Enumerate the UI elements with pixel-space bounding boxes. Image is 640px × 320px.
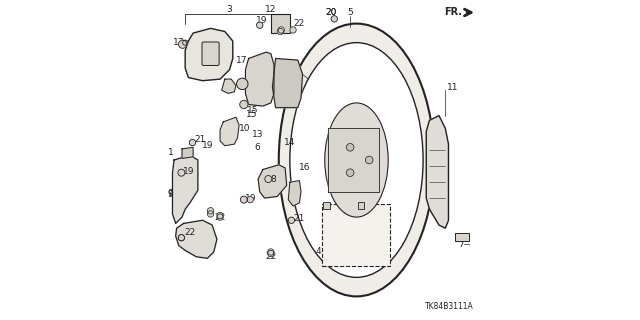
Text: 22: 22 — [265, 252, 276, 261]
Text: H: H — [207, 49, 214, 59]
Circle shape — [178, 169, 185, 176]
Circle shape — [346, 169, 354, 177]
Polygon shape — [185, 28, 233, 81]
Text: 21: 21 — [293, 214, 305, 223]
Circle shape — [189, 140, 196, 146]
Text: 16: 16 — [300, 164, 311, 172]
Circle shape — [268, 249, 274, 255]
Text: 1: 1 — [168, 148, 173, 156]
Text: 20: 20 — [325, 8, 337, 17]
Text: 20: 20 — [325, 8, 337, 17]
Circle shape — [217, 214, 223, 220]
Text: 15: 15 — [246, 109, 258, 118]
Text: 19: 19 — [202, 141, 213, 150]
Text: 17: 17 — [236, 56, 248, 65]
Circle shape — [207, 208, 214, 214]
Circle shape — [241, 196, 247, 203]
Circle shape — [288, 217, 294, 223]
Circle shape — [278, 27, 284, 33]
Circle shape — [178, 235, 184, 241]
FancyBboxPatch shape — [321, 204, 390, 266]
Polygon shape — [426, 116, 449, 228]
Circle shape — [247, 196, 253, 203]
Circle shape — [207, 211, 214, 217]
Text: 7: 7 — [459, 240, 465, 249]
Text: 6: 6 — [254, 143, 260, 152]
Polygon shape — [328, 128, 379, 192]
Circle shape — [217, 212, 223, 219]
Circle shape — [237, 78, 248, 90]
Ellipse shape — [324, 103, 388, 217]
Circle shape — [268, 251, 274, 257]
Text: 18: 18 — [246, 70, 257, 79]
Circle shape — [182, 40, 188, 45]
Text: 5: 5 — [348, 8, 353, 17]
Text: 22: 22 — [275, 21, 286, 30]
FancyBboxPatch shape — [455, 233, 469, 241]
Polygon shape — [182, 147, 193, 158]
Polygon shape — [288, 180, 301, 206]
FancyBboxPatch shape — [271, 14, 290, 33]
Polygon shape — [246, 52, 274, 106]
FancyBboxPatch shape — [358, 202, 365, 209]
Circle shape — [277, 28, 284, 35]
Text: 13: 13 — [252, 130, 263, 139]
Text: 22: 22 — [293, 19, 304, 28]
Circle shape — [257, 22, 263, 28]
Polygon shape — [173, 155, 198, 223]
FancyBboxPatch shape — [202, 42, 219, 66]
Polygon shape — [220, 117, 239, 146]
Ellipse shape — [290, 43, 423, 277]
Circle shape — [346, 143, 354, 151]
Text: 17: 17 — [173, 38, 184, 47]
Text: 22: 22 — [184, 228, 196, 237]
Circle shape — [178, 235, 184, 241]
Text: 3: 3 — [227, 5, 232, 14]
Text: 14: 14 — [284, 138, 295, 147]
Ellipse shape — [279, 24, 434, 296]
Text: 9: 9 — [167, 189, 173, 198]
Circle shape — [240, 100, 248, 108]
Circle shape — [265, 176, 272, 182]
Text: 4: 4 — [316, 247, 321, 257]
Text: 15: 15 — [247, 106, 259, 115]
Text: 11: 11 — [447, 83, 458, 92]
Text: 2: 2 — [294, 184, 300, 193]
Text: 19: 19 — [255, 16, 267, 25]
Text: TK84B3111A: TK84B3111A — [425, 302, 474, 311]
Text: 22: 22 — [215, 212, 226, 222]
Circle shape — [290, 27, 296, 33]
Circle shape — [179, 40, 187, 48]
Text: 18: 18 — [246, 75, 257, 84]
Text: 8: 8 — [271, 174, 276, 184]
Polygon shape — [221, 79, 236, 93]
FancyBboxPatch shape — [323, 202, 330, 209]
Text: 10: 10 — [239, 124, 251, 133]
Circle shape — [365, 156, 373, 164]
Text: 21: 21 — [194, 135, 205, 144]
Polygon shape — [258, 165, 287, 198]
Text: 19: 19 — [246, 194, 257, 203]
Circle shape — [331, 16, 337, 22]
Text: 9: 9 — [167, 190, 173, 199]
Polygon shape — [273, 59, 303, 108]
Polygon shape — [175, 220, 217, 258]
Text: FR.: FR. — [444, 7, 462, 18]
Text: 19: 19 — [183, 167, 195, 176]
Text: 12: 12 — [265, 5, 276, 14]
